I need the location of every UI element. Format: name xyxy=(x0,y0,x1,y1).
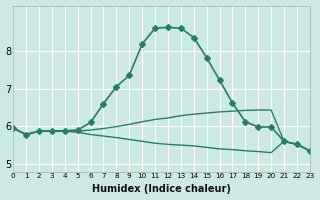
X-axis label: Humidex (Indice chaleur): Humidex (Indice chaleur) xyxy=(92,184,231,194)
